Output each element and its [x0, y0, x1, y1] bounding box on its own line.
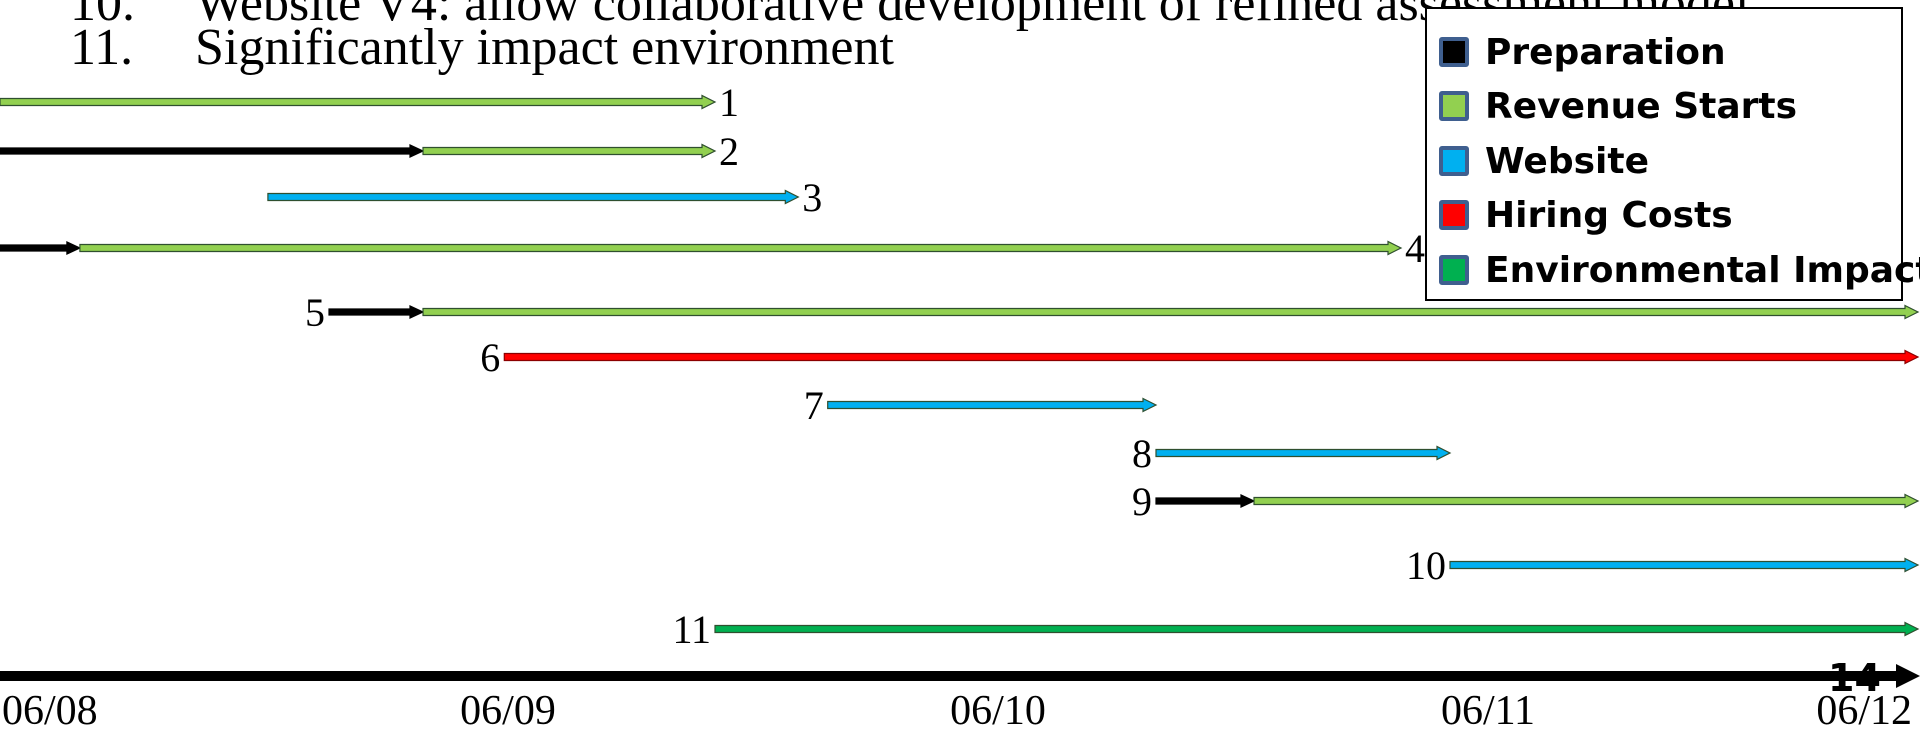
timeline-bar-9-prep: [1155, 494, 1256, 508]
timeline-bar-3-website: [267, 189, 800, 205]
timeline-bars: 12 3 4 5 6 7 89 10 11: [0, 80, 1920, 652]
timeline-bar-7-website: [827, 397, 1158, 413]
legend-item-environmental-impact: Environmental Impact: [1439, 248, 1920, 292]
list-item-number: 11.: [70, 19, 134, 76]
axis-tick-label: 06/10: [950, 688, 1046, 734]
legend-swatch: [1439, 91, 1469, 121]
legend-label: Hiring Costs: [1485, 194, 1733, 236]
list-item-text: Significantly impact environment: [195, 19, 894, 76]
legend-swatch: [1439, 255, 1469, 285]
timeline-bar-4-prep: [0, 241, 82, 255]
row-label-4: 4: [1405, 226, 1425, 271]
axis-tick-label: 06/11: [1441, 688, 1535, 734]
legend-label: Preparation: [1485, 31, 1726, 73]
row-label-10: 10: [1406, 543, 1446, 588]
legend-item-preparation: Preparation: [1439, 30, 1726, 74]
axis-tick-label: 06/08: [2, 688, 98, 734]
legend-item-revenue-starts: Revenue Starts: [1439, 84, 1797, 128]
list-item-11: 11. Significantly impact environment: [70, 22, 894, 74]
timeline-axis: 06/08 06/09 06/10 06/11 06/12: [0, 664, 1920, 734]
row-label-3: 3: [802, 175, 822, 220]
legend-item-website: Website: [1439, 139, 1649, 183]
row-label-6: 6: [480, 335, 500, 380]
axis-tick-label: 06/12: [1816, 688, 1912, 734]
timeline-bar-10-website: [1449, 557, 1920, 573]
legend-swatch: [1439, 37, 1469, 67]
timeline-bar-9-revenue: [1253, 493, 1920, 509]
legend-label: Revenue Starts: [1485, 85, 1798, 127]
timeline-bar-5-prep: [328, 305, 425, 319]
timeline-bar-1-revenue: [0, 94, 717, 110]
timeline-bar-2-prep: [0, 144, 425, 158]
timeline-bar-2-revenue: [422, 143, 717, 159]
row-label-2: 2: [719, 129, 739, 174]
timeline-bar-4-revenue: [79, 240, 1403, 256]
axis-arrowhead: [1896, 664, 1920, 688]
row-label-11: 11: [672, 607, 711, 652]
legend-label: Website: [1485, 140, 1650, 182]
page-number: 14: [1828, 656, 1881, 700]
list-item-number: 10.: [70, 0, 135, 32]
row-label-5: 5: [305, 290, 325, 335]
legend-swatch: [1439, 200, 1469, 230]
timeline-bar-11-env: [714, 621, 1920, 637]
timeline-bar-8-website: [1155, 445, 1452, 461]
axis-tick-label: 06/09: [460, 688, 556, 734]
timeline-bar-6-hiring: [503, 349, 1920, 365]
legend-item-hiring-costs: Hiring Costs: [1439, 193, 1733, 237]
row-label-9: 9: [1132, 479, 1152, 524]
legend: Preparation Revenue Starts Website Hirin…: [1425, 7, 1920, 301]
legend-label: Environmental Impact: [1485, 249, 1920, 291]
row-label-7: 7: [804, 383, 824, 428]
row-label-1: 1: [719, 80, 739, 125]
timeline-bar-5-revenue: [422, 304, 1920, 320]
axis-line: [0, 671, 1900, 681]
row-label-8: 8: [1132, 431, 1152, 476]
legend-swatch: [1439, 146, 1469, 176]
